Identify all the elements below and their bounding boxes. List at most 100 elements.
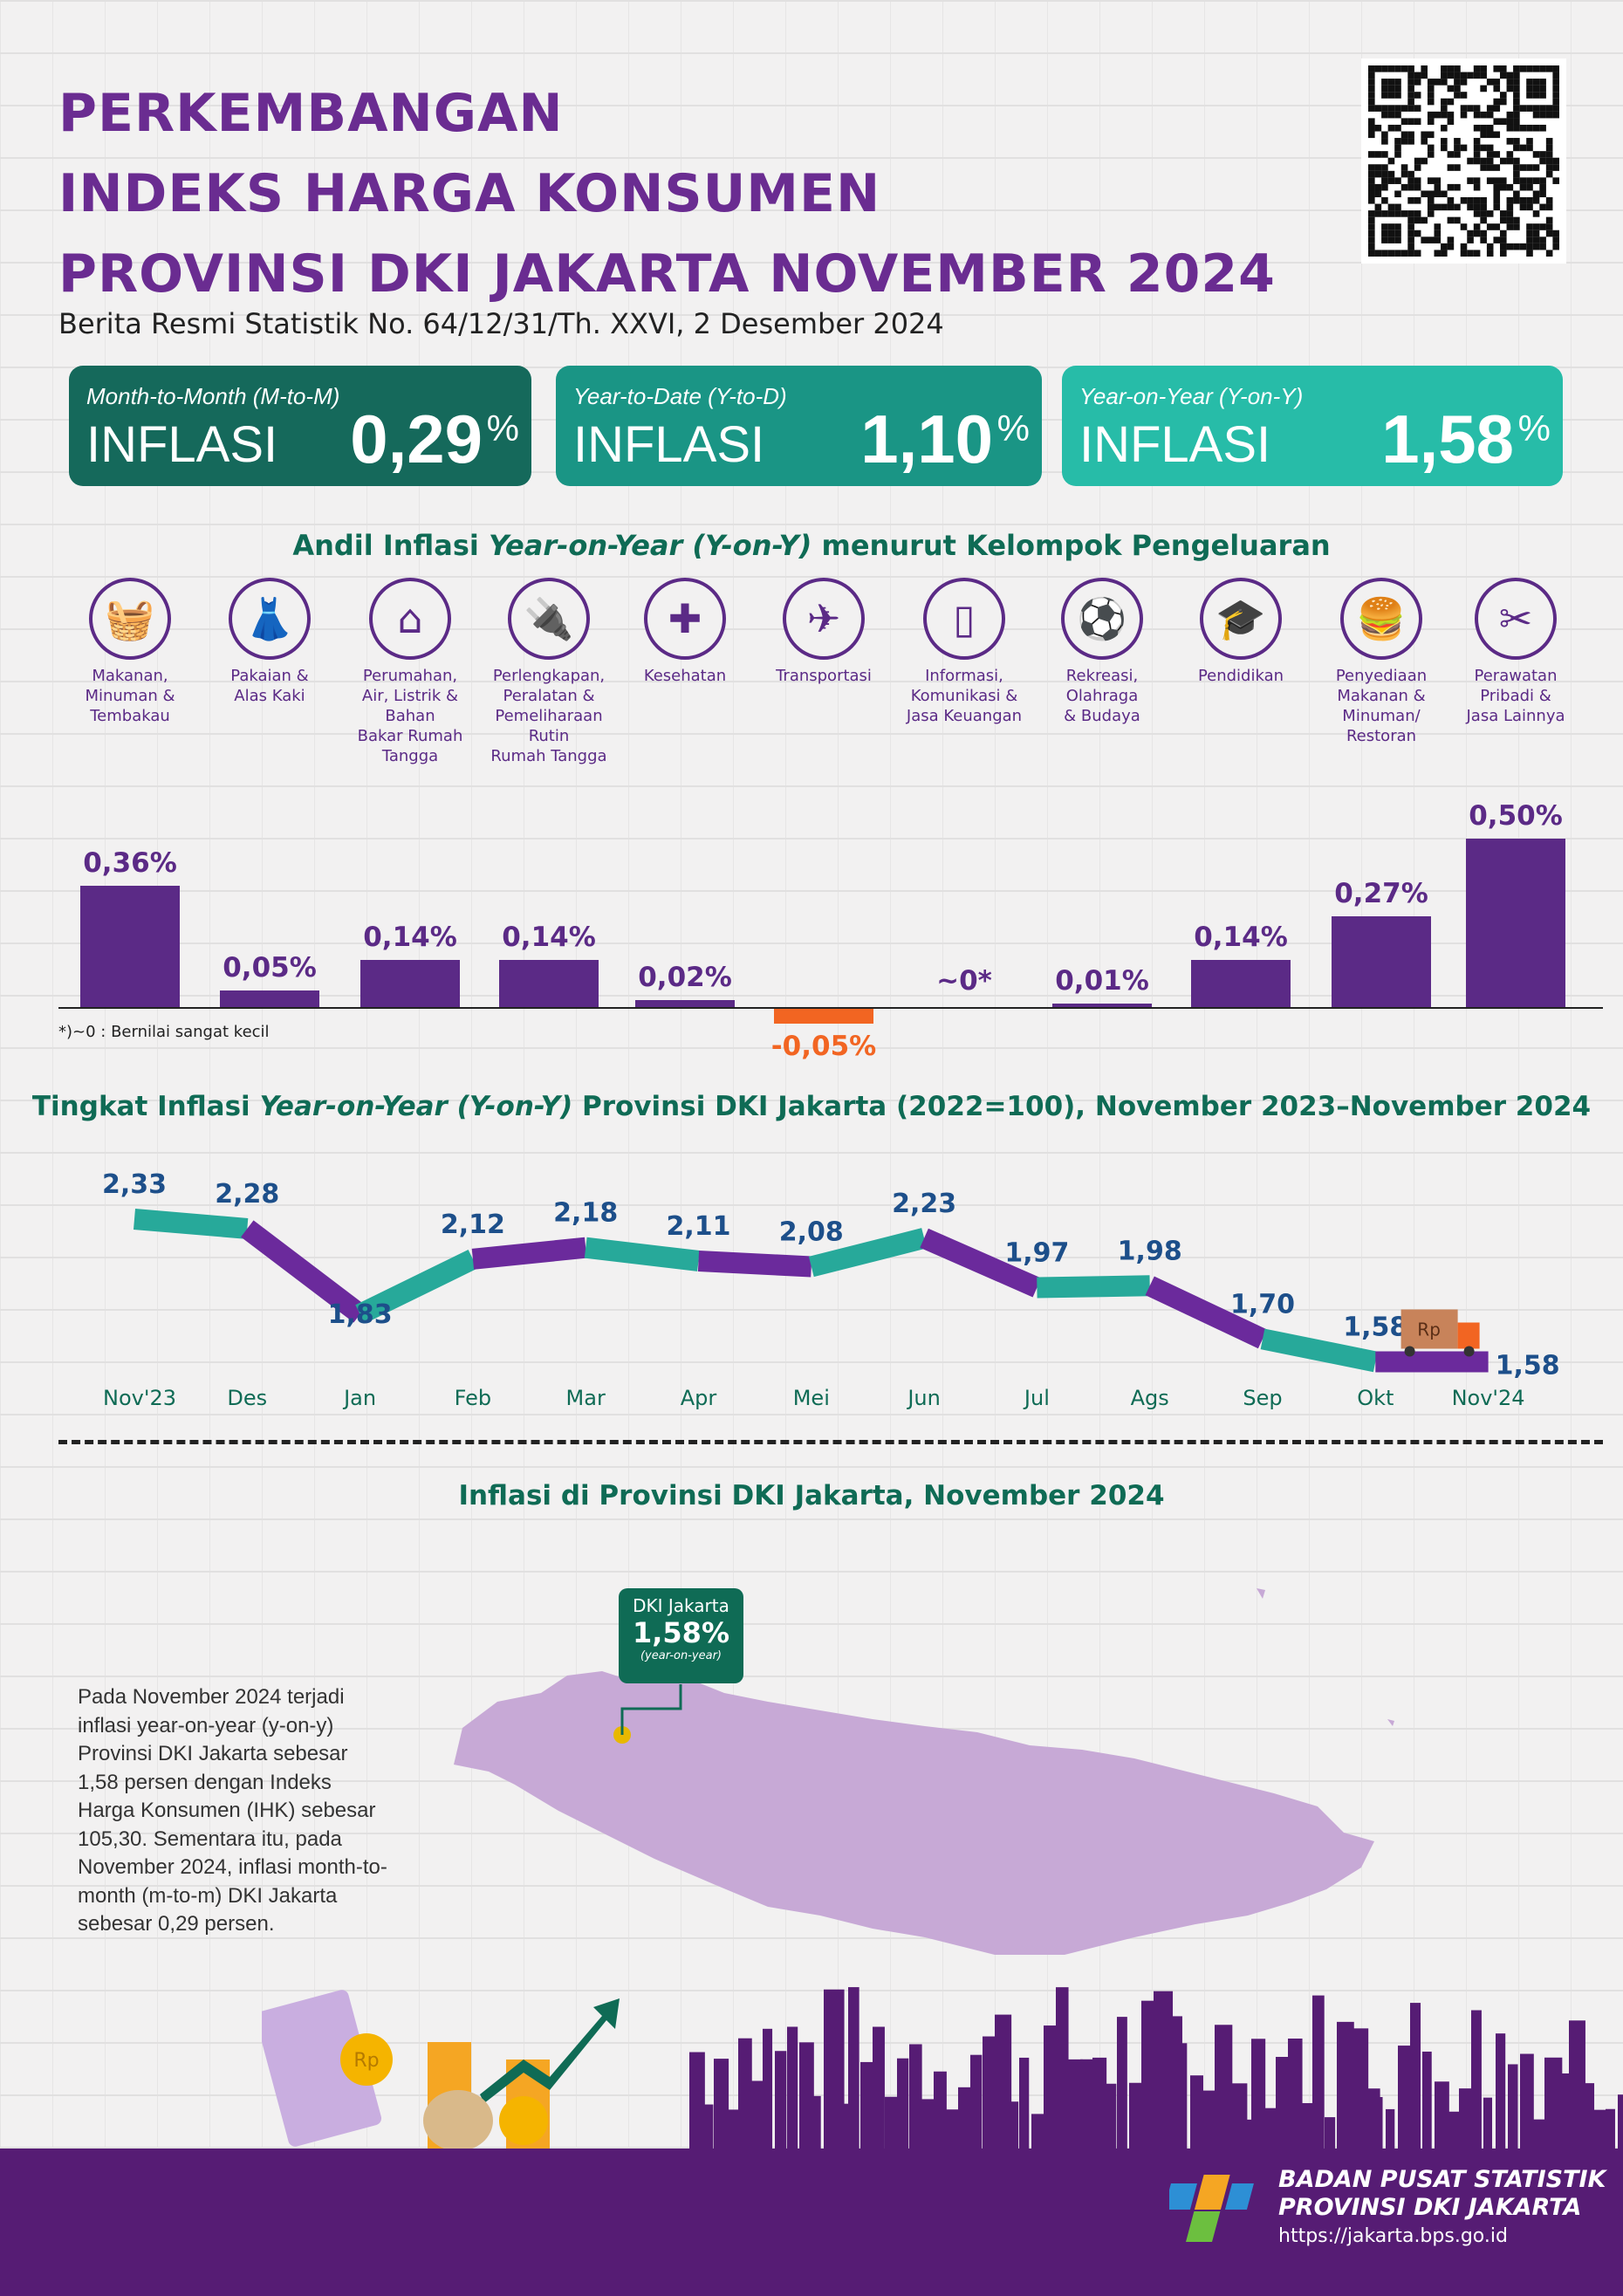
category-label: Perawatan Pribadi & Jasa Lainnya xyxy=(1466,667,1565,725)
callout-value: 1,58% xyxy=(632,1616,729,1649)
building xyxy=(1496,2033,1506,2155)
building xyxy=(1092,2057,1107,2155)
point-label: 1,70 xyxy=(1230,1289,1295,1319)
x-tick-label: Mar xyxy=(566,1386,606,1410)
card-label: Year-to-Date (Y-to-D) xyxy=(573,383,787,409)
x-tick-label: Sep xyxy=(1243,1386,1282,1410)
card-label: Year-on-Year (Y-on-Y) xyxy=(1079,383,1304,409)
building xyxy=(1447,2111,1460,2155)
line-segment xyxy=(920,1228,1042,1298)
category-label: Transportasi xyxy=(776,667,872,685)
line-segment xyxy=(697,1250,812,1278)
inflation-card-0: Month-to-Month (M-to-M) INFLASI 0,29 % xyxy=(69,366,531,486)
building xyxy=(1386,2108,1395,2155)
first-aid-kit-icon: ✚ xyxy=(644,578,726,660)
line-segment xyxy=(808,1228,928,1278)
bar-1 xyxy=(220,990,319,1007)
building xyxy=(1422,2051,1432,2155)
building xyxy=(1019,2057,1030,2155)
building xyxy=(860,2061,876,2155)
card-unit: % xyxy=(996,408,1030,449)
money-illustration: Rp xyxy=(262,1990,620,2155)
subtitle: Berita Resmi Statistik No. 64/12/31/Th. … xyxy=(58,307,944,340)
callout-name: DKI Jakarta xyxy=(633,1595,729,1616)
x-tick-label: Feb xyxy=(455,1386,492,1410)
divider xyxy=(58,1440,1603,1444)
building xyxy=(1068,2059,1083,2155)
bar-label: 0,27% xyxy=(1334,877,1428,909)
point-label: 2,12 xyxy=(441,1210,505,1240)
building xyxy=(1459,2088,1472,2155)
building xyxy=(799,2042,814,2155)
line-segment xyxy=(471,1237,587,1270)
building xyxy=(909,2044,922,2155)
building xyxy=(1508,2064,1518,2155)
bar-5 xyxy=(774,1007,873,1025)
org-name: BADAN PUSAT STATISTIK PROVINSI DKI JAKART… xyxy=(1278,2166,1606,2221)
bar-label: 0,14% xyxy=(1194,921,1288,953)
line-segment xyxy=(1145,1276,1268,1349)
building xyxy=(1483,2097,1493,2155)
building xyxy=(763,2028,773,2155)
building xyxy=(812,2095,821,2155)
building xyxy=(848,1987,859,2155)
point-label: 1,58 xyxy=(1496,1351,1560,1381)
graduation-cap-icon: 🎓 xyxy=(1200,578,1282,660)
building xyxy=(983,2036,996,2155)
building xyxy=(934,2071,947,2155)
line-chart: 2,33 Nov'23 2,28 Des 1,83 Jan 2,12 Feb 2,18 Mar 2,… xyxy=(102,1169,1560,1410)
building xyxy=(775,2051,787,2155)
card-value: 1,10 xyxy=(860,401,993,477)
category-label: Kesehatan xyxy=(643,667,727,685)
point-label: 2,23 xyxy=(892,1189,956,1219)
building xyxy=(1312,1995,1325,2155)
building xyxy=(1117,2017,1127,2155)
card-word: INFLASI xyxy=(573,416,765,473)
x-tick-label: Jun xyxy=(906,1386,941,1410)
category-label: Perumahan, Air, Listrik & Bahan Bakar Rumah… xyxy=(357,667,463,765)
airplane-icon: ✈ xyxy=(783,578,865,660)
building xyxy=(1373,2097,1383,2155)
card-word: INFLASI xyxy=(86,416,278,473)
city-skyline xyxy=(689,1987,1623,2155)
x-tick-label: Nov'23 xyxy=(103,1386,176,1410)
category-label: Rekreasi, Olahraga & Budaya xyxy=(1064,667,1140,725)
x-tick-label: Jul xyxy=(1023,1386,1050,1410)
bar-4 xyxy=(635,1000,735,1007)
qr-code[interactable] xyxy=(1361,58,1566,264)
line-segment xyxy=(241,1220,366,1323)
bar-chart-title: Andil Inflasi Year-on-Year (Y-on-Y) menu… xyxy=(292,529,1331,562)
website-link[interactable]: https://jakarta.bps.go.id xyxy=(1278,2225,1508,2247)
x-tick-label: Des xyxy=(227,1386,267,1410)
bar-label: 0,05% xyxy=(223,951,317,984)
line-segment xyxy=(584,1237,700,1271)
building xyxy=(1288,2039,1303,2155)
building xyxy=(873,2026,885,2155)
java-map xyxy=(454,1588,1394,1955)
building xyxy=(1471,2010,1482,2155)
category-label: Penyediaan Makanan & Minuman/Restoran xyxy=(1335,667,1428,745)
building xyxy=(689,2052,705,2155)
building xyxy=(702,2104,714,2155)
x-tick-label: Apr xyxy=(681,1386,717,1410)
building xyxy=(1190,2075,1204,2155)
building xyxy=(714,2059,729,2155)
point-label: 1,98 xyxy=(1118,1236,1182,1266)
building xyxy=(1435,2081,1449,2155)
soccer-player-icon: ⚽ xyxy=(1061,578,1143,660)
title-line-3: PROVINSI DKI JAKARTA NOVEMBER 2024 xyxy=(58,243,1276,305)
x-tick-label: Mei xyxy=(793,1386,830,1410)
building xyxy=(738,2038,752,2155)
bar-2 xyxy=(360,959,460,1007)
smartphone-icon: ▯ xyxy=(923,578,1005,660)
building xyxy=(1606,2108,1615,2155)
bps-logo xyxy=(1163,2157,1265,2253)
category-label: Pendidikan xyxy=(1197,667,1284,685)
bar-axis xyxy=(58,1007,1603,1009)
inflation-card-1: Year-to-Date (Y-to-D) INFLASI 1,10 % xyxy=(556,366,1042,486)
category-label: Informasi, Komunikasi & Jasa Keuangan xyxy=(906,667,1023,725)
burger-drink-icon: 🍔 xyxy=(1340,578,1422,660)
bar-3 xyxy=(499,959,599,1007)
point-label: 2,18 xyxy=(553,1198,618,1229)
line-chart-title: Tingkat Inflasi Year-on-Year (Y-on-Y) Pr… xyxy=(31,1091,1592,1122)
